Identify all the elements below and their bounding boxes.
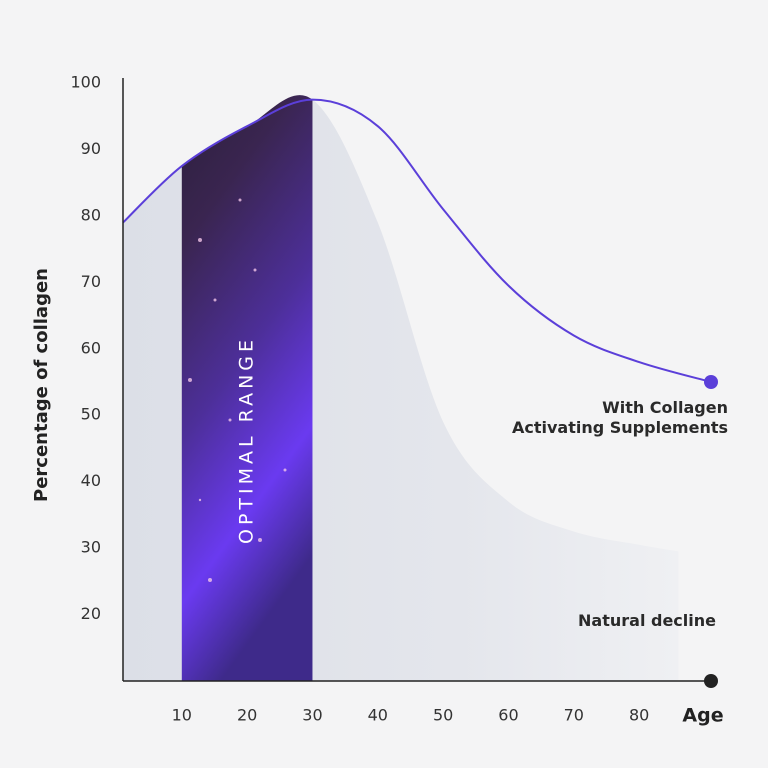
y-tick-label: 50: [81, 405, 101, 424]
y-tick-label: 30: [81, 538, 101, 557]
y-axis-label: Percentage of collagen: [31, 268, 52, 502]
sparkle: [238, 198, 242, 202]
band-label: OPTIMAL RANGE: [236, 336, 258, 544]
y-tick-label: 90: [81, 139, 101, 158]
x-tick-label: 60: [498, 706, 518, 725]
x-tick-label: 30: [302, 706, 322, 725]
sparkle: [198, 238, 202, 242]
y-tick-label: 70: [81, 272, 101, 291]
axis-end-dot: [704, 674, 718, 688]
y-tick-label: 20: [81, 604, 101, 623]
x-tick-label: 20: [237, 706, 257, 725]
sparkle: [258, 538, 262, 542]
end-dot: [704, 375, 718, 389]
sparkle: [253, 268, 257, 272]
x-tick-label: 80: [629, 706, 649, 725]
y-tick-label: 60: [81, 338, 101, 357]
y-tick-label: 100: [70, 73, 101, 92]
optimal-range-band: [181, 95, 313, 681]
sparkle: [188, 378, 192, 382]
sparkle: [228, 418, 232, 422]
x-tick-label: 70: [564, 706, 584, 725]
sparkle: [213, 298, 217, 302]
y-tick-label: 40: [81, 471, 101, 490]
series-label: With Collagen Activating Supplements: [511, 398, 728, 437]
x-axis-label: Age: [682, 705, 723, 727]
series-label: Natural decline: [578, 611, 716, 630]
x-tick-label: 40: [368, 706, 388, 725]
sparkle: [198, 498, 202, 502]
x-tick-label: 10: [172, 706, 192, 725]
sparkle: [283, 468, 287, 472]
x-tick-label: 50: [433, 706, 453, 725]
sparkle: [208, 578, 212, 582]
line: [122, 98, 712, 383]
y-tick-label: 80: [81, 205, 101, 224]
